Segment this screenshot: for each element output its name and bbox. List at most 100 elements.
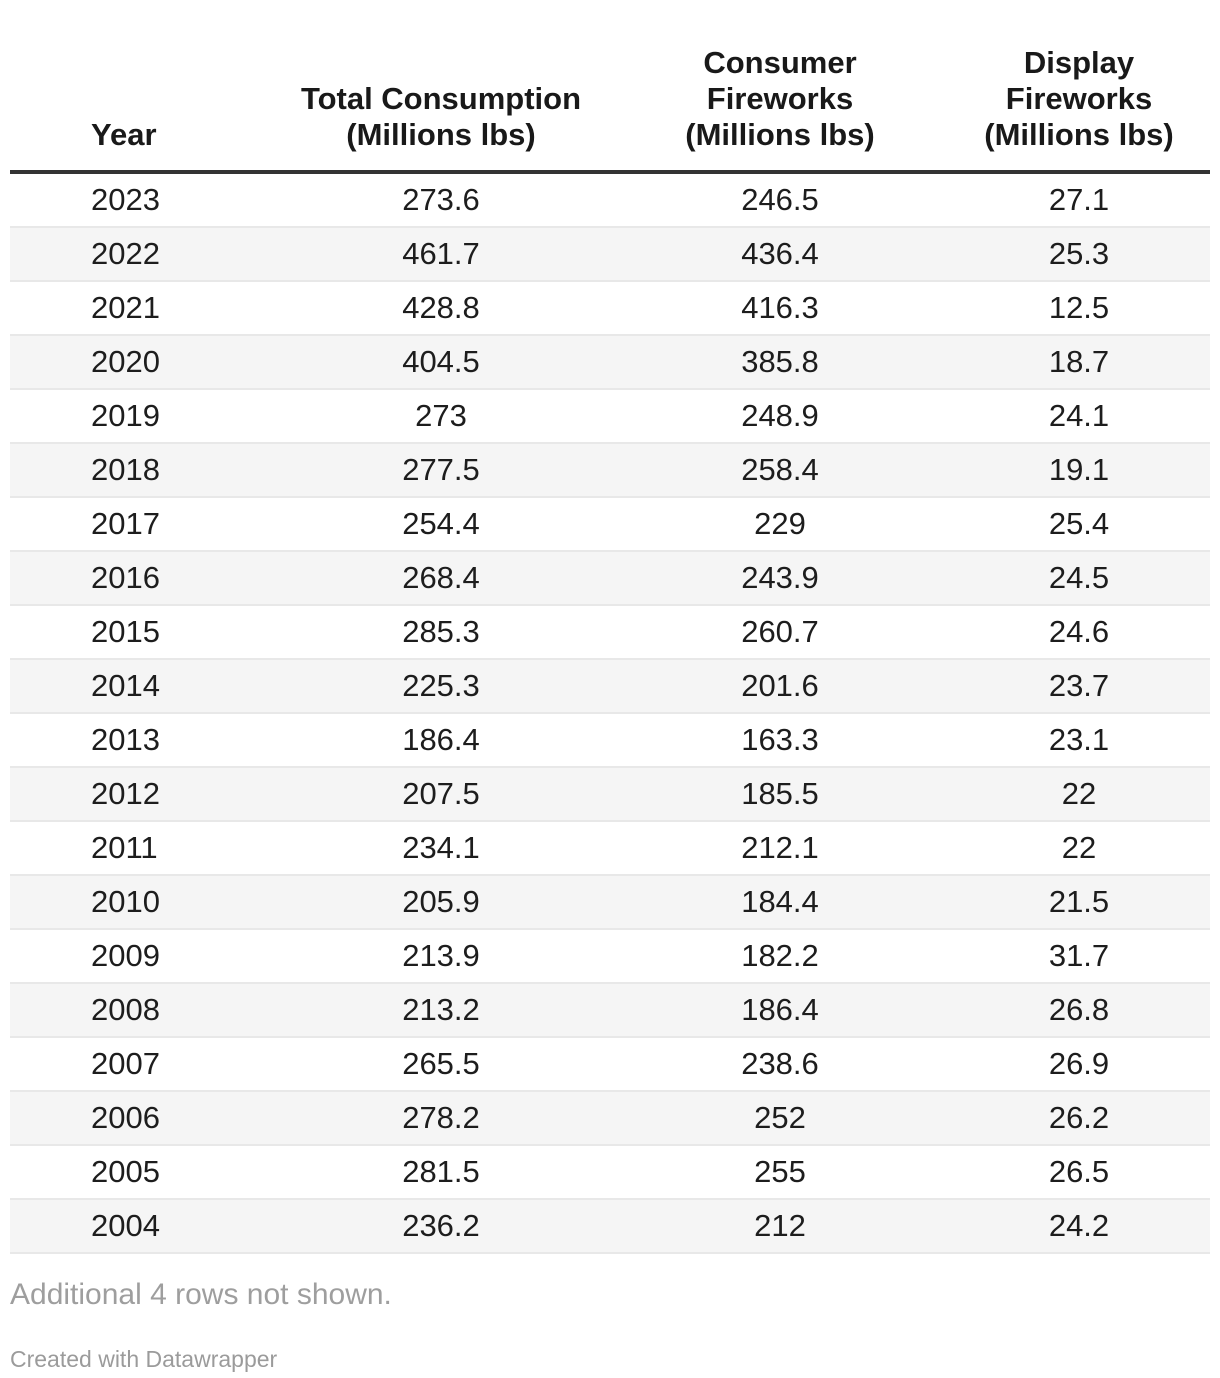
value-cell: 229: [612, 497, 948, 552]
table-row: 2023 273.6 246.5 27.1: [10, 172, 1210, 228]
value-cell: 265.5: [270, 1037, 612, 1092]
table-row: 2019 273 248.9 24.1: [10, 389, 1210, 444]
datawrapper-attribution: Created with Datawrapper: [10, 1346, 278, 1372]
year-cell: 2021: [10, 281, 270, 336]
value-cell: 205.9: [270, 875, 612, 930]
year-cell: 2018: [10, 443, 270, 498]
value-cell: 19.1: [948, 443, 1210, 498]
value-cell: 236.2: [270, 1199, 612, 1254]
value-cell: 268.4: [270, 551, 612, 606]
table-row: 2004 236.2 212 24.2: [10, 1199, 1210, 1254]
value-cell: 277.5: [270, 443, 612, 498]
table-row: 2015 285.3 260.7 24.6: [10, 605, 1210, 660]
table-body: 2023 273.6 246.5 27.1 2022 461.7 436.4 25.3 2021…: [10, 172, 1210, 1254]
value-cell: 254.4: [270, 497, 612, 552]
value-cell: 163.3: [612, 713, 948, 768]
column-header-display-fireworks: Display Fireworks (Millions lbs): [948, 0, 1210, 174]
value-cell: 428.8: [270, 281, 612, 336]
value-cell: 22: [948, 821, 1210, 876]
value-cell: 23.7: [948, 659, 1210, 714]
year-cell: 2010: [10, 875, 270, 930]
value-cell: 416.3: [612, 281, 948, 336]
table-row: 2014 225.3 201.6 23.7: [10, 659, 1210, 714]
value-cell: 278.2: [270, 1091, 612, 1146]
value-cell: 243.9: [612, 551, 948, 606]
value-cell: 207.5: [270, 767, 612, 822]
year-cell: 2016: [10, 551, 270, 606]
year-cell: 2011: [10, 821, 270, 876]
value-cell: 260.7: [612, 605, 948, 660]
value-cell: 12.5: [948, 281, 1210, 336]
value-cell: 23.1: [948, 713, 1210, 768]
table-row: 2011 234.1 212.1 22: [10, 821, 1210, 876]
value-cell: 212: [612, 1199, 948, 1254]
table-row: 2010 205.9 184.4 21.5: [10, 875, 1210, 930]
table-row: 2016 268.4 243.9 24.5: [10, 551, 1210, 606]
fireworks-consumption-table: Year Total Consumption (Millions lbs) Co…: [10, 0, 1210, 1254]
value-cell: 31.7: [948, 929, 1210, 984]
column-header-consumer-fireworks: Consumer Fireworks (Millions lbs): [612, 0, 948, 174]
year-cell: 2015: [10, 605, 270, 660]
value-cell: 24.5: [948, 551, 1210, 606]
table-row: 2005 281.5 255 26.5: [10, 1145, 1210, 1200]
value-cell: 186.4: [270, 713, 612, 768]
value-cell: 24.6: [948, 605, 1210, 660]
table-row: 2006 278.2 252 26.2: [10, 1091, 1210, 1146]
value-cell: 26.5: [948, 1145, 1210, 1200]
year-cell: 2017: [10, 497, 270, 552]
table-row: 2017 254.4 229 25.4: [10, 497, 1210, 552]
table-row: 2007 265.5 238.6 26.9: [10, 1037, 1210, 1092]
value-cell: 26.2: [948, 1091, 1210, 1146]
value-cell: 225.3: [270, 659, 612, 714]
value-cell: 285.3: [270, 605, 612, 660]
year-cell: 2022: [10, 227, 270, 282]
year-cell: 2012: [10, 767, 270, 822]
value-cell: 213.2: [270, 983, 612, 1038]
year-cell: 2005: [10, 1145, 270, 1200]
column-header-total-consumption: Total Consumption (Millions lbs): [270, 0, 612, 174]
table-row: 2008 213.2 186.4 26.8: [10, 983, 1210, 1038]
value-cell: 258.4: [612, 443, 948, 498]
value-cell: 27.1: [948, 172, 1210, 228]
value-cell: 246.5: [612, 172, 948, 228]
value-cell: 182.2: [612, 929, 948, 984]
year-cell: 2013: [10, 713, 270, 768]
value-cell: 248.9: [612, 389, 948, 444]
year-cell: 2008: [10, 983, 270, 1038]
value-cell: 186.4: [612, 983, 948, 1038]
value-cell: 185.5: [612, 767, 948, 822]
value-cell: 281.5: [270, 1145, 612, 1200]
value-cell: 24.1: [948, 389, 1210, 444]
year-cell: 2007: [10, 1037, 270, 1092]
table-row: 2012 207.5 185.5 22: [10, 767, 1210, 822]
year-cell: 2023: [10, 172, 270, 228]
value-cell: 22: [948, 767, 1210, 822]
year-cell: 2014: [10, 659, 270, 714]
table-row: 2009 213.9 182.2 31.7: [10, 929, 1210, 984]
table-row: 2018 277.5 258.4 19.1: [10, 443, 1210, 498]
year-cell: 2004: [10, 1199, 270, 1254]
value-cell: 21.5: [948, 875, 1210, 930]
year-cell: 2020: [10, 335, 270, 390]
header-row: Year Total Consumption (Millions lbs) Co…: [10, 0, 1210, 174]
year-cell: 2019: [10, 389, 270, 444]
table-row: 2022 461.7 436.4 25.3: [10, 227, 1210, 282]
year-cell: 2006: [10, 1091, 270, 1146]
rows-not-shown-note: Additional 4 rows not shown.: [10, 1278, 392, 1311]
value-cell: 213.9: [270, 929, 612, 984]
value-cell: 273: [270, 389, 612, 444]
value-cell: 24.2: [948, 1199, 1210, 1254]
table-row: 2021 428.8 416.3 12.5: [10, 281, 1210, 336]
column-header-year: Year: [10, 0, 270, 174]
value-cell: 461.7: [270, 227, 612, 282]
year-cell: 2009: [10, 929, 270, 984]
table-row: 2020 404.5 385.8 18.7: [10, 335, 1210, 390]
value-cell: 273.6: [270, 172, 612, 228]
value-cell: 25.4: [948, 497, 1210, 552]
value-cell: 234.1: [270, 821, 612, 876]
value-cell: 25.3: [948, 227, 1210, 282]
value-cell: 255: [612, 1145, 948, 1200]
value-cell: 252: [612, 1091, 948, 1146]
value-cell: 26.9: [948, 1037, 1210, 1092]
